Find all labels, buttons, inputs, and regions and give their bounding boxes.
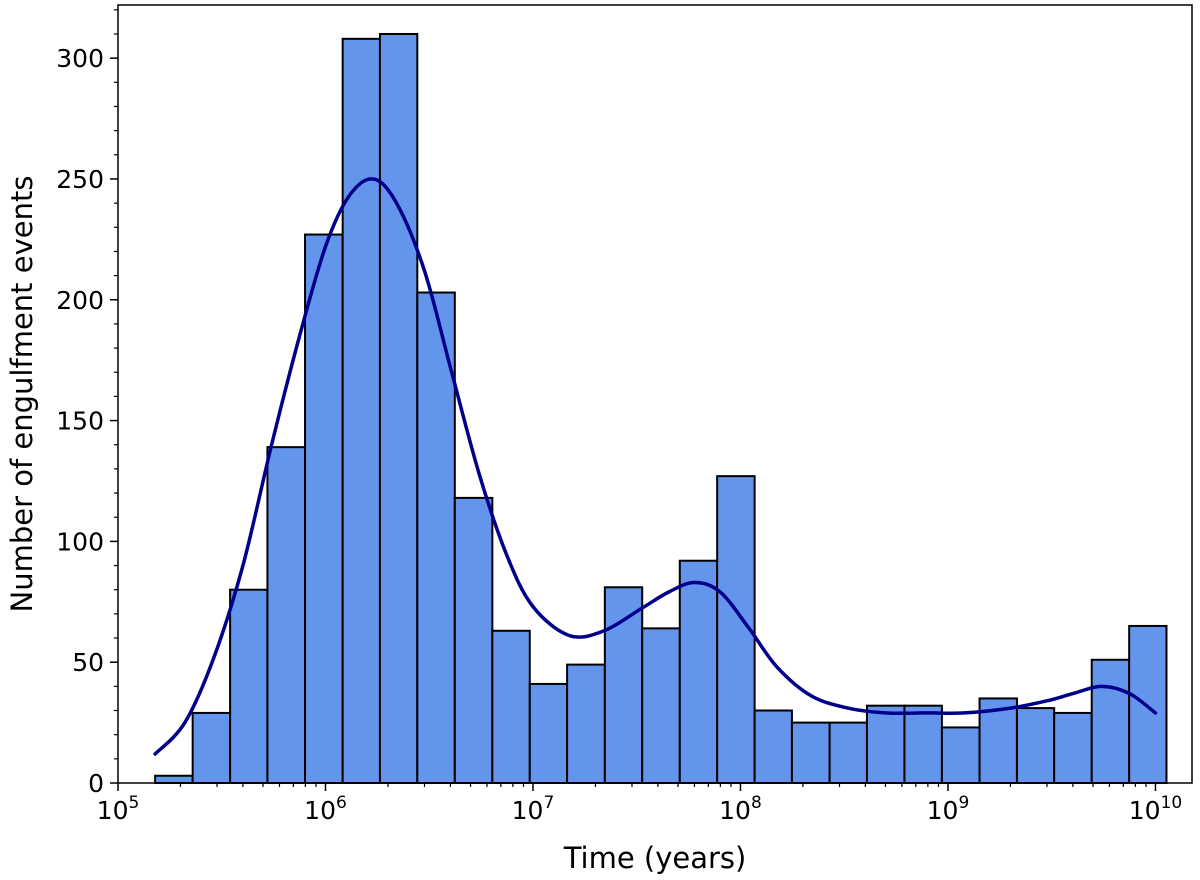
- y-tick-label: 50: [72, 648, 104, 677]
- histogram-bar: [566, 663, 606, 785]
- histogram-bar: [416, 291, 456, 784]
- histogram-bar: [528, 682, 569, 784]
- x-tick-exponent: 9: [958, 793, 969, 813]
- x-tick-exponent: 7: [543, 793, 554, 813]
- x-tick-label: 105: [97, 793, 140, 825]
- kde-curve: [153, 177, 1158, 756]
- x-axis-title: Time (years): [563, 841, 747, 875]
- plot-frame: [117, 4, 1193, 784]
- y-tick-label: 300: [56, 44, 104, 73]
- histogram-bar: [603, 586, 644, 784]
- x-tick-exponent: 6: [336, 793, 347, 813]
- histogram-bar: [191, 711, 232, 785]
- histogram-bar: [341, 37, 381, 784]
- y-tick-label: 100: [56, 527, 104, 556]
- histogram-bar: [491, 629, 531, 784]
- x-tick-label: 109: [927, 793, 970, 825]
- x-tick-base: 10: [97, 796, 129, 825]
- x-tick-label: 108: [719, 793, 762, 825]
- x-tick-base: 10: [927, 796, 959, 825]
- y-tick-label: 150: [56, 407, 104, 436]
- histogram-bar: [940, 726, 981, 785]
- histogram-bar: [753, 709, 793, 784]
- histogram-bar: [1053, 711, 1093, 785]
- histogram-bar: [828, 721, 868, 784]
- histogram-bar: [903, 704, 943, 784]
- y-tick-label: 250: [56, 165, 104, 194]
- x-tick-label: 106: [304, 793, 347, 825]
- x-tick-base: 10: [719, 796, 751, 825]
- histogram-bar: [229, 588, 269, 784]
- histogram-bar: [154, 774, 194, 784]
- histogram-bar: [1090, 658, 1131, 784]
- histogram-bar: [266, 446, 307, 784]
- histogram-bar: [865, 704, 906, 784]
- x-tick-base: 10: [512, 796, 544, 825]
- histogram-bar: [641, 627, 681, 784]
- x-tick-base: 10: [304, 796, 336, 825]
- y-axis-ticks: 0 50 100 150 200 250 300: [56, 9, 118, 798]
- x-tick-base: 10: [1129, 796, 1161, 825]
- y-axis-title: Number of engulfment events: [5, 176, 39, 613]
- x-tick-label: 107: [512, 793, 555, 825]
- x-axis-ticks: 105 106 107 108 109 1010: [97, 783, 1182, 825]
- x-tick-label: 1010: [1129, 793, 1182, 825]
- histogram-bar: [304, 233, 344, 784]
- histogram-bar: [678, 559, 719, 785]
- histogram-bar: [453, 496, 494, 784]
- y-tick-label: 0: [88, 769, 104, 798]
- x-tick-exponent: 10: [1161, 793, 1183, 813]
- histogram-bar: [378, 32, 419, 785]
- histogram-bar: [1015, 707, 1056, 784]
- x-tick-exponent: 8: [751, 793, 762, 813]
- y-tick-label: 200: [56, 286, 104, 315]
- histogram-bar: [790, 721, 831, 784]
- x-tick-exponent: 5: [128, 793, 139, 813]
- histogram-bars: [154, 32, 1168, 785]
